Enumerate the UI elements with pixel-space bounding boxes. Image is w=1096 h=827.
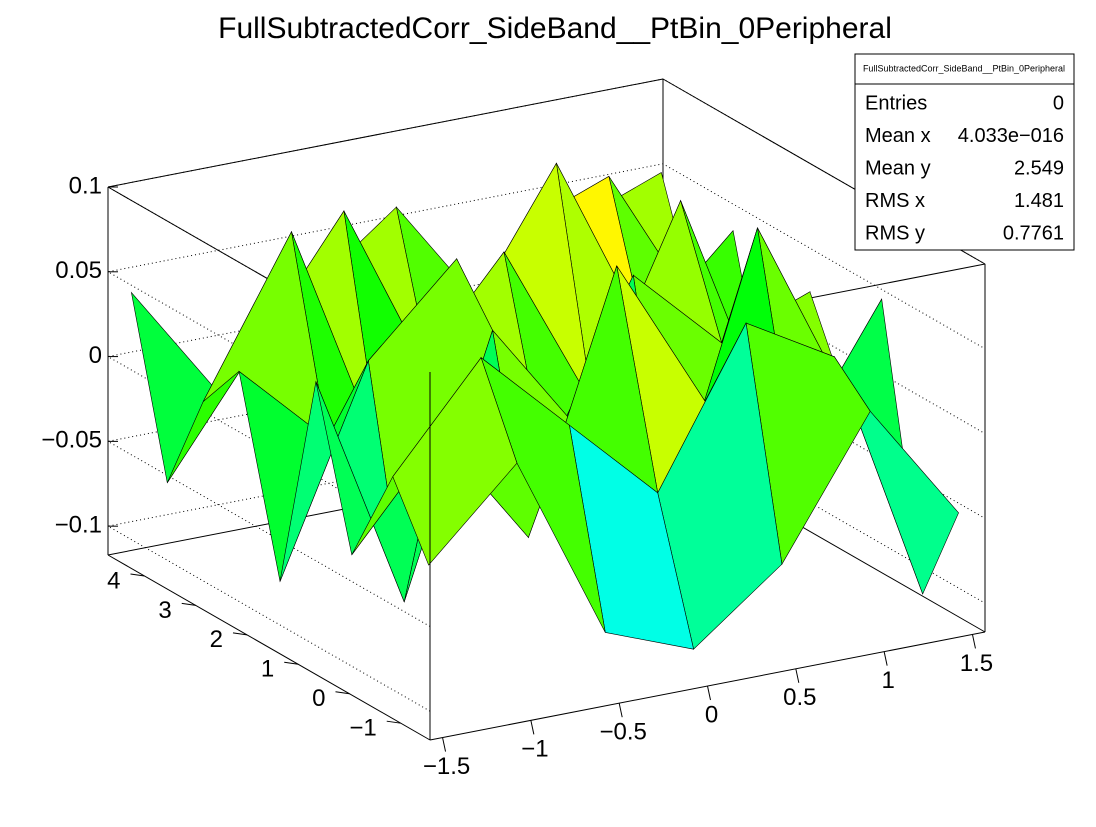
stats-value: 1.481 [1014,190,1064,212]
stats-value: 0.7761 [1003,222,1064,244]
x-tick [618,703,623,718]
x-tick-label: 0.5 [783,684,816,711]
stats-label: RMS y [865,222,925,244]
y-tick [181,602,196,606]
y-tick [130,573,145,577]
stats-label: Mean y [865,157,931,179]
y-axis [107,554,431,741]
y-tick-label: 0 [312,685,325,712]
z-tick-label: 0.05 [55,257,102,284]
stats-value: 2.549 [1014,157,1064,179]
x-tick [530,720,535,735]
x-tick [707,685,711,701]
z-tick-label: −0.05 [41,427,102,454]
x-tick [971,634,976,649]
stats-label: Mean x [865,125,931,147]
y-tick [284,661,299,665]
stats-box [854,53,1075,251]
x-tick-label: −0.5 [599,719,646,746]
x-tick-label: −1.5 [423,753,470,780]
x-tick-label: −1 [521,736,548,763]
y-tick-label: 3 [158,597,171,624]
x-tick-label: 1.5 [960,650,993,677]
box-edge [107,78,664,188]
chart-title: FullSubtractedCorr_SideBand__PtBin_0Peri… [218,12,892,45]
surface-cell [392,357,518,566]
y-tick-label: −1 [349,715,376,742]
z-tick-label: 0 [89,342,102,369]
stats-label: RMS x [865,190,925,212]
y-tick-label: 1 [261,656,274,683]
y-tick-label: 2 [210,626,223,653]
stats-title: FullSubtractedCorr_SideBand__PtBin_0Peri… [863,63,1065,73]
stats-label: Entries [865,92,927,114]
x-tick-label: 0 [705,701,718,728]
x-tick [795,668,800,683]
y-tick [232,632,248,636]
y-tick [335,691,350,695]
y-tick-label: 4 [107,567,120,594]
stats-value: 0 [1053,92,1064,114]
stats-value: 4.033e−016 [958,125,1064,147]
y-tick [386,720,401,724]
z-tick-label: 0.1 [69,172,102,199]
x-tick [442,737,447,752]
x-tick-label: 1 [881,667,894,694]
x-tick [883,651,888,666]
z-tick-label: −0.1 [55,512,102,539]
